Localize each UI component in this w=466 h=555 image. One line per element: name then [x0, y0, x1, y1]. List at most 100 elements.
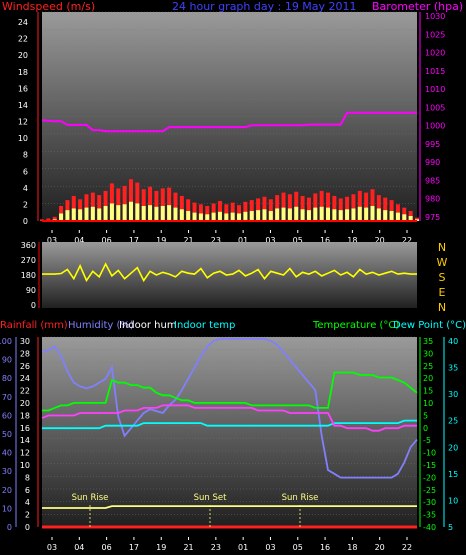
wind-xtick-label: 21 — [183, 236, 193, 245]
humidity-ytick-label: 10 — [2, 504, 12, 513]
barometer-ytick-label: 1015 — [425, 67, 445, 76]
wind-ytick-label: 24 — [18, 18, 28, 27]
temperature-ytick-label: -35 — [423, 511, 436, 520]
humidity-ytick-label: 100 — [0, 337, 12, 346]
temp-xtick-label: 05 — [293, 543, 303, 552]
temp-xtick-label: 06 — [102, 543, 112, 552]
temp-xtick-label: 01 — [238, 543, 248, 552]
rainfall-label: Rainfall (mm) — [0, 320, 68, 331]
wind-xtick-label: 17 — [129, 236, 139, 245]
temperature-ytick-label: -25 — [423, 486, 436, 495]
temp-xtick-label: 21 — [183, 543, 193, 552]
temperature-ytick-label: 0 — [423, 424, 428, 433]
rain-ytick-label: 8 — [25, 473, 30, 482]
wind-ytick-label: 12 — [18, 118, 28, 127]
wind-ytick-label: 0 — [23, 217, 28, 226]
temp-xtick-label: 03 — [47, 543, 57, 552]
humidity-label: Humidity (%) — [68, 320, 134, 331]
direction-ytick-label: 360 — [21, 241, 36, 250]
temp-xtick-label: 20 — [375, 543, 385, 552]
temperature-ytick-label: -20 — [423, 473, 436, 482]
rain-ytick-label: 22 — [20, 387, 30, 396]
barometer-ytick-label: 980 — [425, 195, 440, 204]
rain-ytick-label: 16 — [20, 424, 30, 433]
direction-ytick-label: 270 — [21, 256, 36, 265]
wind-xtick-label: 18 — [347, 236, 357, 245]
barometer-ytick-label: 1020 — [425, 49, 445, 58]
wind-xtick-label: 03 — [265, 236, 275, 245]
wind-xtick-label: 03 — [47, 236, 57, 245]
compass-n-top: N — [437, 241, 447, 254]
temp-xtick-label: 03 — [265, 543, 275, 552]
humidity-ytick-label: 20 — [2, 486, 12, 495]
barometer-ytick-label: 1000 — [425, 122, 445, 131]
barometer-ytick-label: 985 — [425, 176, 440, 185]
temperature-ytick-label: 5 — [423, 411, 428, 420]
rain-ytick-label: 20 — [20, 399, 30, 408]
rain-ytick-label: 6 — [25, 486, 30, 495]
humidity-ytick-label: 90 — [2, 356, 12, 365]
wind-ytick-label: 14 — [18, 101, 28, 110]
wind-xtick-label: 22 — [402, 236, 412, 245]
temperature-ytick-label: -40 — [423, 523, 436, 532]
wind-xtick-label: 05 — [293, 236, 303, 245]
humidity-ytick-label: 70 — [2, 393, 12, 402]
rain-ytick-label: 2 — [25, 511, 30, 520]
rain-ytick-label: 26 — [20, 362, 30, 371]
temperature-ytick-label: 10 — [423, 399, 433, 408]
wind-ytick-label: 2 — [23, 200, 28, 209]
wind-xtick-label: 20 — [375, 236, 385, 245]
compass-n-bottom: N — [437, 301, 447, 314]
temperature-ytick-label: -30 — [423, 498, 436, 507]
humidity-series-line — [41, 337, 418, 479]
wind-ytick-label: 22 — [18, 35, 28, 44]
temp-xtick-label: 19 — [156, 543, 166, 552]
sun-annotation-label: Sun Set — [194, 493, 227, 503]
temperature-ytick-label: -15 — [423, 461, 436, 470]
dew-ytick-label: 40 — [448, 337, 458, 346]
barometer-series-line — [41, 111, 417, 133]
barometer-ytick-label: 990 — [425, 158, 440, 167]
barometer-ytick-label: 1005 — [425, 103, 445, 112]
wind-xtick-label: 23 — [211, 236, 221, 245]
temperature-ytick-label: 25 — [423, 362, 433, 371]
wind-ytick-label: 8 — [23, 151, 28, 160]
dew-ytick-label: 25 — [448, 417, 458, 426]
rain-ytick-label: 28 — [20, 349, 30, 358]
rain-ytick-label: 12 — [20, 449, 30, 458]
temp-xtick-label: 23 — [211, 543, 221, 552]
humidity-ytick-label: 40 — [2, 449, 12, 458]
humidity-ytick-label: 60 — [2, 411, 12, 420]
direction-ytick-label: 180 — [21, 271, 36, 280]
rain-ytick-label: 14 — [20, 436, 30, 445]
temperature-series-line — [42, 371, 418, 412]
humidity-ytick-label: 80 — [2, 374, 12, 383]
dew-ytick-label: 35 — [448, 364, 458, 373]
compass-w: W — [436, 256, 448, 269]
dew-point-label: Dew Point (°C) — [393, 320, 466, 331]
rain-ytick-label: 30 — [20, 337, 30, 346]
temp-xtick-label: 16 — [320, 543, 330, 552]
temperature-ytick-label: 20 — [423, 374, 433, 383]
wind-xtick-label: 01 — [238, 236, 248, 245]
wind-ytick-label: 18 — [18, 68, 28, 77]
dew-ytick-label: 30 — [448, 390, 458, 399]
wind-ytick-label: 20 — [18, 51, 28, 60]
compass-e: E — [438, 286, 446, 299]
barometer-ytick-label: 1030 — [425, 12, 445, 21]
wind-xtick-label: 06 — [102, 236, 112, 245]
windspeed-label: Windspeed (m/s) — [2, 0, 96, 13]
dew-ytick-label: 5 — [448, 523, 453, 532]
compass-labels: N W S E N — [435, 240, 449, 315]
dew-ytick-label: 15 — [448, 470, 458, 479]
temperature-ytick-label: 35 — [423, 337, 433, 346]
temperature-ytick-label: -10 — [423, 449, 436, 458]
barometer-ytick-label: 995 — [425, 140, 440, 149]
temp-xtick-label: 04 — [74, 543, 84, 552]
wind-ytick-label: 4 — [23, 184, 28, 193]
rain-ytick-label: 24 — [20, 374, 30, 383]
sun-annotation-label: Sun Rise — [72, 493, 109, 503]
dew-ytick-label: 10 — [448, 496, 458, 505]
